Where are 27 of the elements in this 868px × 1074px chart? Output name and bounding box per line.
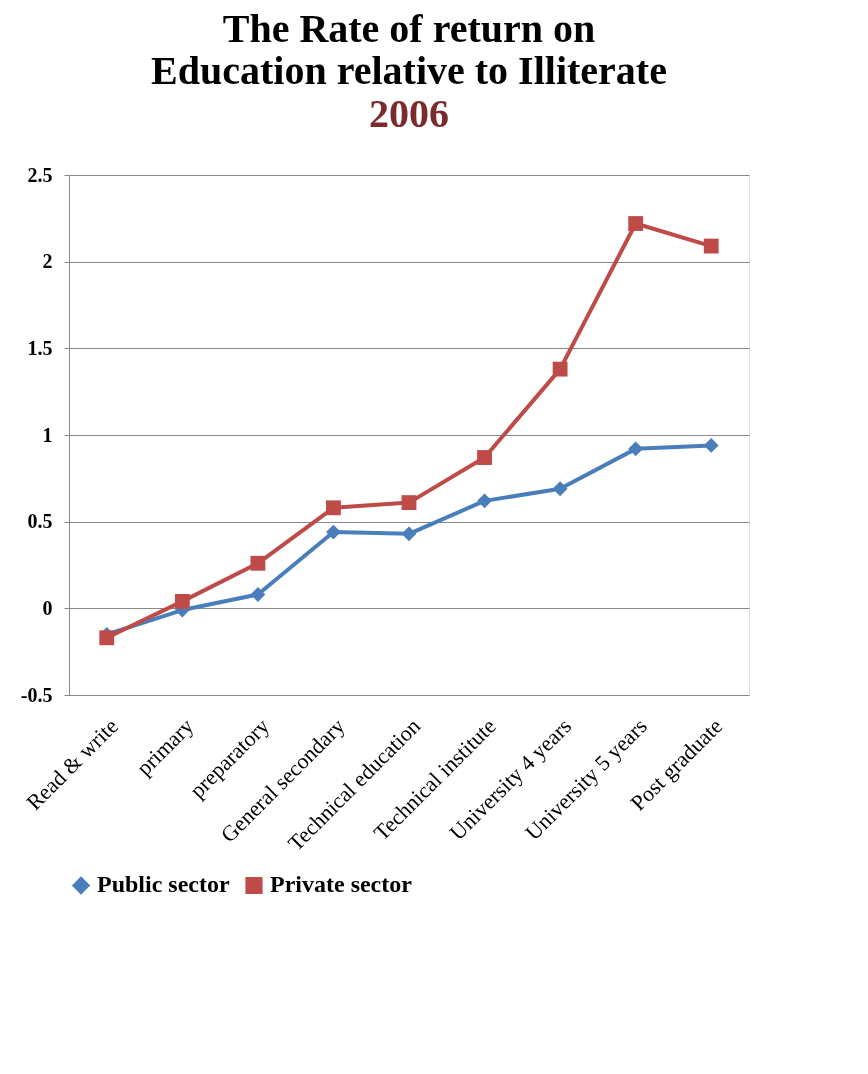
point xyxy=(326,524,341,540)
point xyxy=(628,216,644,231)
point xyxy=(174,593,190,609)
point xyxy=(250,587,266,602)
point xyxy=(703,238,719,254)
y-tick-label: 0 xyxy=(42,596,53,619)
point xyxy=(250,555,266,571)
y-tick-label: 2.5 xyxy=(27,163,53,186)
point xyxy=(552,361,568,377)
point xyxy=(401,495,417,511)
y-tick-label: -0.5 xyxy=(20,683,53,706)
point xyxy=(477,493,492,509)
chart-title: The Rate of return on Education relative to Illiterate xyxy=(151,6,667,93)
y-tick-label: 1.5 xyxy=(27,336,53,359)
chart-subtitle: 2006 xyxy=(369,91,449,136)
point xyxy=(628,441,644,457)
point xyxy=(477,450,492,465)
point xyxy=(326,500,341,516)
y-tick-label: 2 xyxy=(42,250,53,273)
legend-label: Private sector xyxy=(270,871,413,898)
y-tick-label: 0.5 xyxy=(27,510,53,533)
point xyxy=(401,526,417,542)
legend-label: Public sector xyxy=(97,871,230,898)
point xyxy=(703,437,719,453)
y-tick-label: 1 xyxy=(42,423,53,446)
point xyxy=(552,481,568,497)
point xyxy=(99,630,115,646)
